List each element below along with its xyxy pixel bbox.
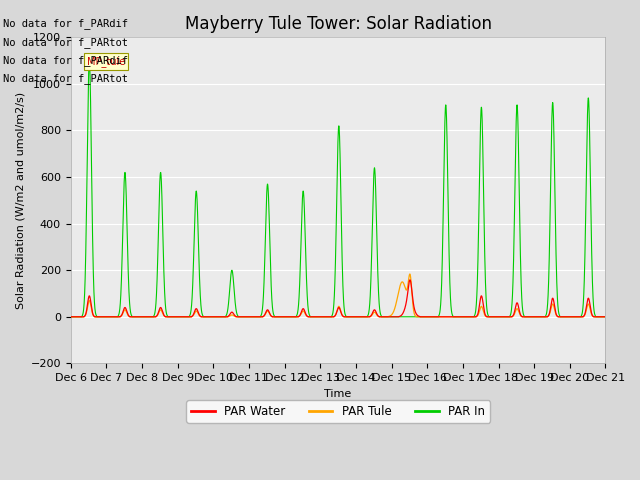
Text: MP_tule: MP_tule [87,56,125,67]
Text: No data for f_PARtot: No data for f_PARtot [3,36,128,48]
Y-axis label: Solar Radiation (W/m2 and umol/m2/s): Solar Radiation (W/m2 and umol/m2/s) [15,92,25,309]
Title: Mayberry Tule Tower: Solar Radiation: Mayberry Tule Tower: Solar Radiation [184,15,492,33]
X-axis label: Time: Time [324,389,352,399]
Legend: PAR Water, PAR Tule, PAR In: PAR Water, PAR Tule, PAR In [186,400,490,423]
Text: No data for f_PARtot: No data for f_PARtot [3,73,128,84]
Text: No data for f_PARdif: No data for f_PARdif [3,18,128,29]
Text: No data for f_PARdif: No data for f_PARdif [3,55,128,66]
